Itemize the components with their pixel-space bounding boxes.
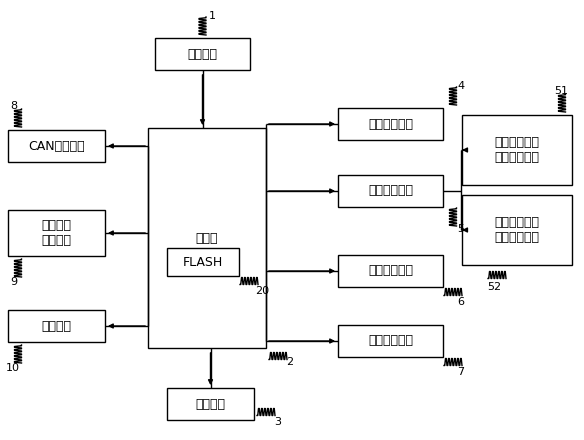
Text: 温度检测模块: 温度检测模块	[368, 264, 413, 278]
Text: 单片机: 单片机	[196, 231, 218, 245]
Text: 挂车闪光单元
电流检测模块: 挂车闪光单元 电流检测模块	[495, 216, 540, 244]
Text: 51: 51	[554, 86, 568, 96]
Text: 7: 7	[457, 367, 464, 377]
Text: 5: 5	[457, 224, 464, 234]
Text: FLASH: FLASH	[183, 256, 223, 268]
Bar	[462, 115, 572, 185]
Text: 电源模块: 电源模块	[187, 48, 217, 60]
Bar	[167, 388, 254, 420]
Text: 1: 1	[208, 11, 215, 21]
Text: 开关模块: 开关模块	[196, 397, 225, 411]
Text: 电压检测模块: 电压检测模块	[368, 334, 413, 348]
Bar	[338, 255, 443, 287]
Text: 报警模块: 报警模块	[41, 319, 71, 333]
Bar	[338, 325, 443, 357]
Text: CAN总线接口: CAN总线接口	[28, 139, 85, 153]
Text: 52: 52	[487, 282, 501, 292]
Text: 挂车闪光单元
电流检测模块: 挂车闪光单元 电流检测模块	[495, 136, 540, 164]
Text: 挂车检测模块: 挂车检测模块	[368, 117, 413, 131]
Bar	[155, 38, 250, 70]
Text: 9: 9	[10, 277, 17, 287]
Bar	[338, 108, 443, 140]
Text: 2: 2	[286, 357, 293, 367]
Bar	[148, 128, 266, 348]
Text: 4: 4	[457, 81, 464, 91]
Text: 10: 10	[6, 363, 20, 373]
Bar	[8, 310, 105, 342]
Text: 6: 6	[457, 297, 464, 307]
Bar	[338, 175, 443, 207]
Bar	[167, 248, 239, 276]
Bar	[462, 195, 572, 265]
Text: 8: 8	[10, 101, 17, 111]
Bar	[8, 130, 105, 162]
Text: 20: 20	[255, 286, 269, 296]
Text: 3: 3	[274, 417, 281, 427]
Text: 电流检测模块: 电流检测模块	[368, 184, 413, 198]
Text: 过载短路
检测模块: 过载短路 检测模块	[41, 219, 71, 247]
Bar	[8, 210, 105, 256]
